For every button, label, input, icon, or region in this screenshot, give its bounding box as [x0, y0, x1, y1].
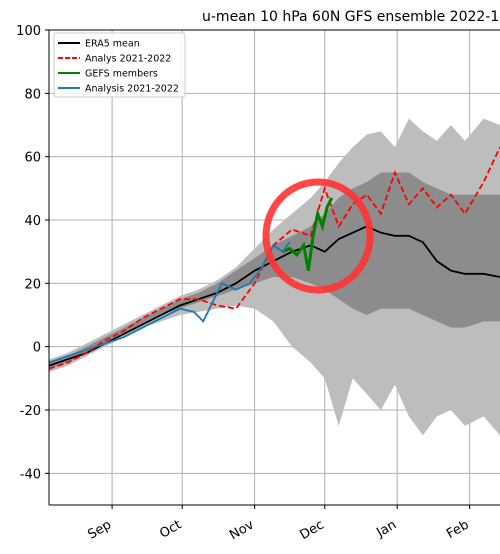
y-tick-label: 40 [24, 214, 41, 229]
legend-label: ERA5 mean [85, 39, 140, 50]
y-tick-label: 0 [33, 341, 41, 356]
series-line [49, 146, 500, 370]
series-line [282, 197, 334, 271]
chart-title: u-mean 10 hPa 60N GFS ensemble 2022-11 [202, 9, 500, 25]
highlight-circle [262, 178, 374, 294]
legend-label: Analysis 2021-2022 [85, 84, 179, 95]
y-tick-label: 100 [16, 24, 41, 39]
legend: ERA5 mean Analys 2021-2022 GEFS members Ana… [53, 32, 186, 98]
legend-label: Analys 2021-2022 [85, 54, 171, 65]
y-tick-label: 20 [24, 277, 41, 292]
y-tick-label: 60 [24, 151, 41, 166]
y-tick-label: -20 [20, 404, 41, 419]
y-tick-label: -40 [20, 467, 41, 482]
legend-label: GEFS members [85, 69, 158, 80]
y-tick-label: 80 [24, 87, 41, 102]
legend-box [53, 32, 186, 98]
series-line [49, 241, 291, 364]
